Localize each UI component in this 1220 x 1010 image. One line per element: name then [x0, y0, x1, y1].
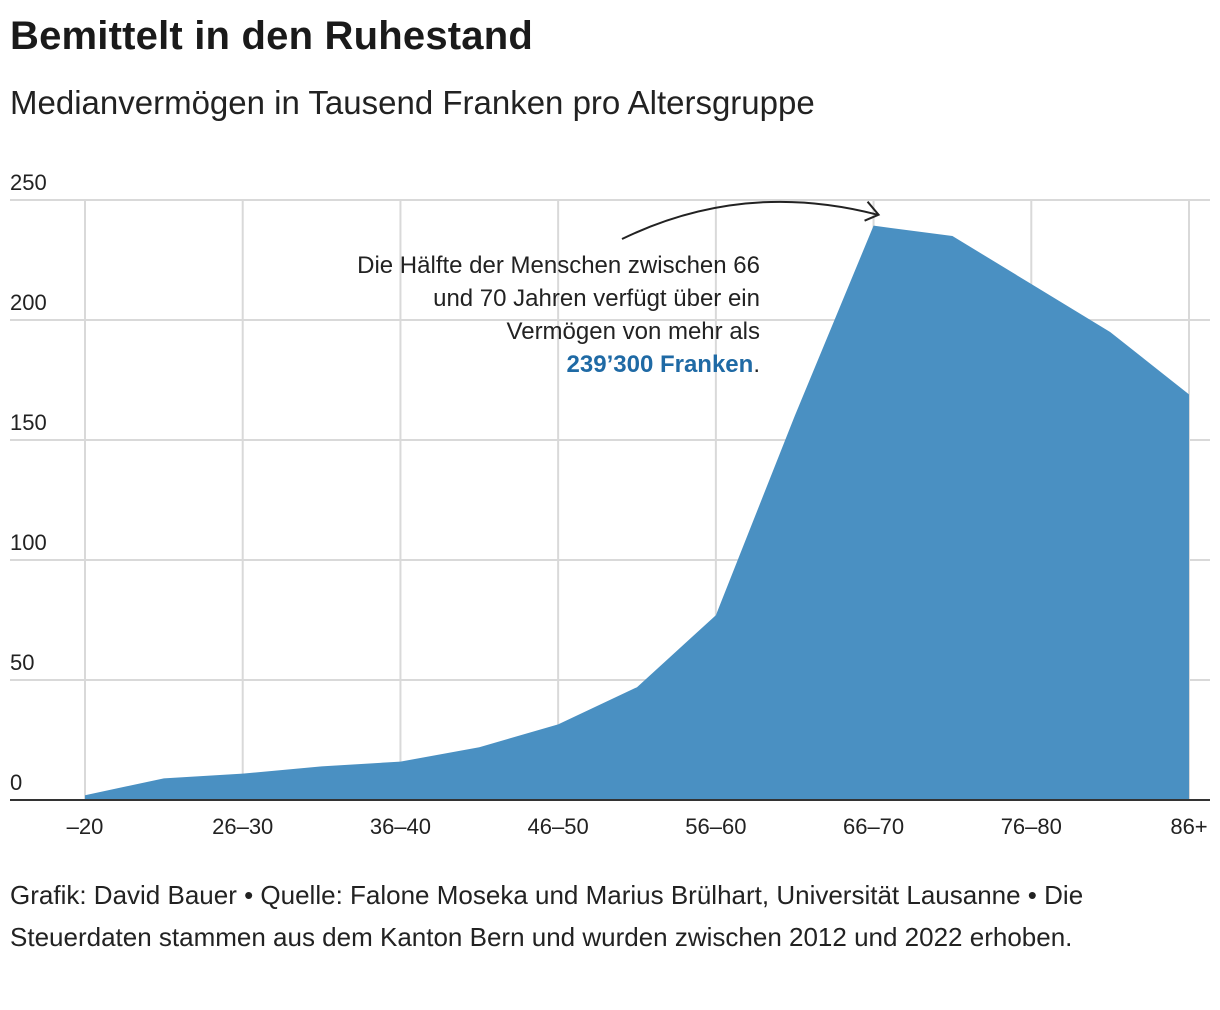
chart-title: Bemittelt in den Ruhestand — [10, 14, 534, 58]
x-tick-label: –20 — [67, 814, 104, 839]
y-tick-label: 250 — [10, 170, 47, 195]
y-axis: 0 50 100 150 200 250 — [10, 170, 47, 795]
area-series — [85, 225, 1189, 800]
annotation-suffix: . — [753, 351, 760, 378]
source-footer: Grafik: David Bauer • Quelle: Falone Mos… — [10, 880, 1084, 952]
x-axis: –20 26–30 36–40 46–50 56–60 66–70 76–80 86+ — [67, 814, 1208, 839]
peak-annotation: Die Hälfte der Menschen zwischen 66 und … — [357, 200, 881, 378]
chart-subtitle: Medianvermögen in Tausend Franken pro Al… — [10, 84, 815, 121]
x-tick-label: 36–40 — [370, 814, 431, 839]
y-tick-label: 50 — [10, 650, 34, 675]
y-tick-label: 0 — [10, 770, 22, 795]
annotation-line-1: Die Hälfte der Menschen zwischen 66 — [357, 252, 760, 279]
annotation-line-2: und 70 Jahren verfügt über ein — [433, 285, 760, 312]
annotation-line-4: 239’300 Franken. — [567, 351, 760, 378]
y-tick-label: 100 — [10, 530, 47, 555]
y-tick-label: 200 — [10, 290, 47, 315]
x-tick-label: 66–70 — [843, 814, 904, 839]
x-tick-label: 26–30 — [212, 814, 273, 839]
annotation-line-3: Vermögen von mehr als — [507, 318, 760, 345]
x-tick-label: 56–60 — [685, 814, 746, 839]
annotation-highlight: 239’300 Franken — [567, 351, 754, 378]
annotation-arrow — [621, 200, 878, 240]
annotation-arrowhead — [864, 201, 881, 222]
x-tick-label: 76–80 — [1001, 814, 1062, 839]
y-tick-label: 150 — [10, 410, 47, 435]
x-tick-label: 86+ — [1170, 814, 1207, 839]
x-tick-label: 46–50 — [528, 814, 589, 839]
area-chart: 0 50 100 150 200 250 –20 26–30 36–40 46–50 56–60 6… — [10, 170, 1210, 839]
